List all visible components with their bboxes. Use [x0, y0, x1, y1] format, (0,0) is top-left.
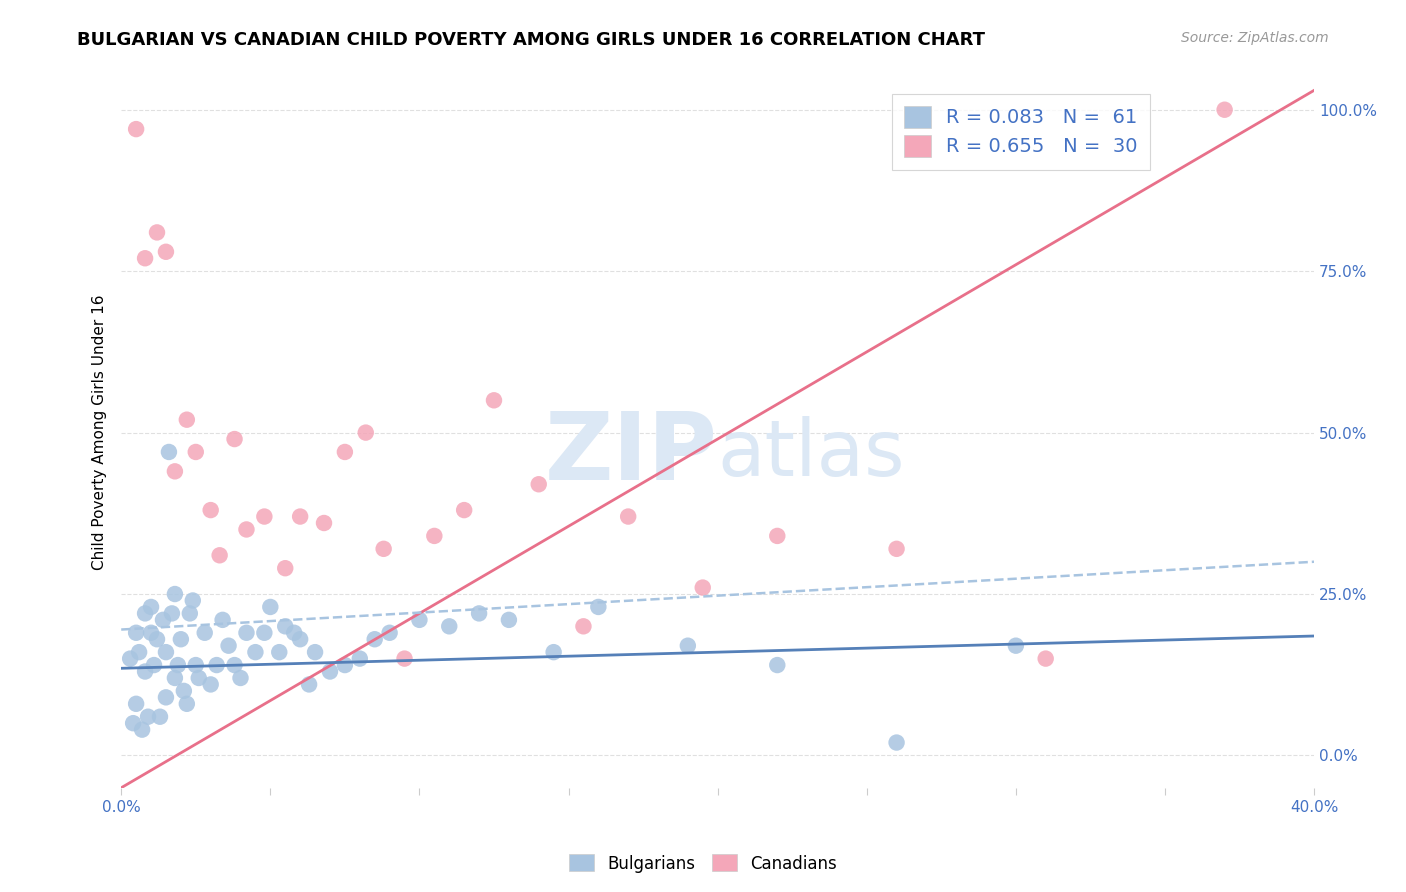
- Point: [157, 445, 180, 459]
- Point: [208, 549, 231, 563]
- Point: [152, 613, 174, 627]
- Point: [373, 541, 395, 556]
- Point: [122, 716, 145, 731]
- Point: [408, 613, 430, 627]
- Text: BULGARIAN VS CANADIAN CHILD POVERTY AMONG GIRLS UNDER 16 CORRELATION CHART: BULGARIAN VS CANADIAN CHILD POVERTY AMON…: [77, 31, 986, 49]
- Point: [194, 625, 217, 640]
- Point: [766, 658, 789, 673]
- Point: [125, 697, 148, 711]
- Point: [572, 619, 595, 633]
- Point: [139, 599, 162, 614]
- Point: [468, 607, 491, 621]
- Point: [527, 477, 550, 491]
- Point: [146, 632, 169, 647]
- Point: [439, 619, 461, 633]
- Point: [312, 516, 335, 530]
- Point: [423, 529, 446, 543]
- Text: Source: ZipAtlas.com: Source: ZipAtlas.com: [1181, 31, 1329, 45]
- Point: [378, 625, 401, 640]
- Point: [200, 503, 222, 517]
- Point: [136, 710, 159, 724]
- Point: [245, 645, 267, 659]
- Point: [886, 735, 908, 749]
- Point: [160, 607, 183, 621]
- Point: [139, 625, 162, 640]
- Point: [229, 671, 252, 685]
- Point: [588, 599, 610, 614]
- Point: [482, 393, 505, 408]
- Y-axis label: Child Poverty Among Girls Under 16: Child Poverty Among Girls Under 16: [93, 295, 107, 570]
- Point: [1035, 651, 1057, 665]
- Point: [187, 671, 209, 685]
- Point: [453, 503, 475, 517]
- Point: [288, 509, 311, 524]
- Point: [134, 607, 156, 621]
- Point: [176, 412, 198, 426]
- Legend: R = 0.083   N =  61, R = 0.655   N =  30: R = 0.083 N = 61, R = 0.655 N = 30: [891, 94, 1150, 170]
- Point: [676, 639, 699, 653]
- Point: [184, 658, 207, 673]
- Point: [170, 632, 193, 647]
- Text: ZIP: ZIP: [544, 408, 717, 500]
- Point: [218, 639, 240, 653]
- Point: [394, 651, 416, 665]
- Point: [200, 677, 222, 691]
- Point: [163, 587, 186, 601]
- Point: [143, 658, 166, 673]
- Point: [543, 645, 565, 659]
- Point: [235, 523, 257, 537]
- Legend: Bulgarians, Canadians: Bulgarians, Canadians: [562, 847, 844, 880]
- Point: [319, 665, 342, 679]
- Point: [149, 710, 172, 724]
- Point: [283, 625, 305, 640]
- Point: [253, 509, 276, 524]
- Point: [134, 665, 156, 679]
- Point: [298, 677, 321, 691]
- Point: [179, 607, 201, 621]
- Point: [155, 244, 177, 259]
- Point: [167, 658, 190, 673]
- Point: [304, 645, 326, 659]
- Point: [235, 625, 257, 640]
- Point: [125, 625, 148, 640]
- Point: [692, 581, 714, 595]
- Point: [163, 464, 186, 478]
- Point: [120, 651, 142, 665]
- Point: [224, 432, 246, 446]
- Point: [354, 425, 377, 440]
- Point: [211, 613, 233, 627]
- Point: [617, 509, 640, 524]
- Point: [224, 658, 246, 673]
- Point: [1005, 639, 1028, 653]
- Point: [364, 632, 387, 647]
- Point: [173, 684, 195, 698]
- Point: [349, 651, 371, 665]
- Point: [253, 625, 276, 640]
- Point: [886, 541, 908, 556]
- Point: [125, 122, 148, 136]
- Point: [163, 671, 186, 685]
- Point: [155, 645, 177, 659]
- Point: [333, 658, 356, 673]
- Point: [134, 252, 156, 266]
- Point: [176, 697, 198, 711]
- Point: [128, 645, 150, 659]
- Point: [146, 226, 169, 240]
- Point: [766, 529, 789, 543]
- Point: [181, 593, 204, 607]
- Point: [269, 645, 291, 659]
- Point: [333, 445, 356, 459]
- Point: [274, 561, 297, 575]
- Point: [184, 445, 207, 459]
- Point: [274, 619, 297, 633]
- Point: [131, 723, 153, 737]
- Point: [498, 613, 520, 627]
- Point: [155, 690, 177, 705]
- Point: [259, 599, 281, 614]
- Point: [1213, 103, 1236, 117]
- Point: [205, 658, 228, 673]
- Text: atlas: atlas: [717, 416, 905, 491]
- Point: [288, 632, 311, 647]
